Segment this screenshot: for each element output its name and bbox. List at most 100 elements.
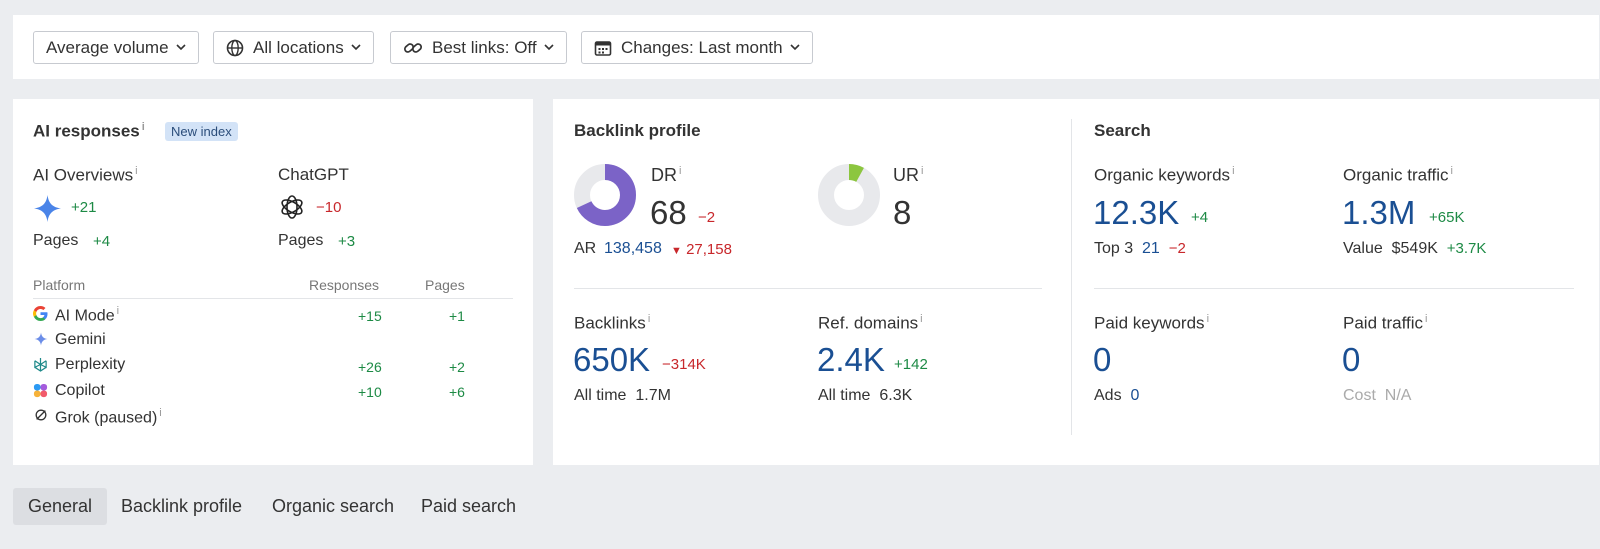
chevron-down-icon: [543, 44, 554, 51]
ai-overviews-sparkle-icon: [33, 194, 62, 228]
dr-change: −2: [698, 209, 716, 226]
dropdown-label: Average volume: [46, 37, 169, 57]
chevron-down-icon: [351, 44, 361, 51]
section-divider: [1071, 119, 1072, 435]
organic-traffic-value[interactable]: 1.3M: [1342, 194, 1416, 231]
tab-organic-search[interactable]: Organic search: [272, 496, 395, 516]
dropdown-label: Best links: Off: [432, 37, 537, 57]
backlinks-change: −314K: [662, 356, 706, 373]
info-icon[interactable]: i: [1425, 313, 1428, 325]
ur-donut-chart: [818, 164, 880, 226]
chatgpt-label: ChatGPT: [278, 165, 349, 184]
gemini-icon: [34, 332, 48, 351]
google-icon: [33, 306, 48, 326]
ai-overviews-pages-label: Pages: [33, 232, 79, 249]
dropdown-label: Changes: Last month: [621, 37, 783, 57]
info-icon[interactable]: i: [1206, 313, 1210, 325]
ur-donut-fill: [818, 164, 880, 226]
pages-header: Pages: [425, 277, 465, 293]
table-divider: [33, 298, 513, 299]
chevron-down-icon: [790, 44, 800, 51]
ref-domains-value[interactable]: 2.4K: [817, 341, 885, 378]
ai-overviews-change: +21: [71, 199, 97, 216]
tab-backlink-profile[interactable]: Backlink profile: [121, 496, 243, 516]
dr-donut-fill: [574, 164, 636, 226]
ar-label: AR: [574, 240, 597, 257]
organic-traffic-change: +65K: [1429, 209, 1465, 226]
info-icon[interactable]: i: [135, 165, 138, 177]
ai-overviews-label: AI Overviews i: [33, 165, 138, 185]
ai-responses-title: AI responses i: [33, 121, 145, 141]
row-responses: +10: [358, 384, 382, 400]
locations-dropdown[interactable]: All locations: [213, 31, 374, 64]
ar-value: 138,458: [604, 240, 662, 257]
best-links-dropdown[interactable]: Best links: Off: [390, 31, 567, 64]
ref-domains-alltime: All time 6.3K: [818, 387, 913, 404]
search-title: Search: [1094, 121, 1151, 140]
row-responses: +26: [358, 359, 382, 375]
dr-label: DR i: [651, 165, 682, 185]
info-icon[interactable]: i: [159, 407, 162, 419]
table-row: AI Mode i: [55, 305, 120, 325]
copilot-icon: [33, 383, 48, 403]
chatgpt-change: −10: [316, 199, 342, 216]
table-row: Copilot: [55, 382, 105, 399]
traffic-value-row: Value $549K +3.7K: [1343, 240, 1487, 257]
row-pages: +6: [449, 384, 465, 400]
info-icon[interactable]: i: [1450, 165, 1453, 177]
platform-header: Platform: [33, 277, 86, 293]
info-icon[interactable]: i: [141, 121, 145, 133]
paid-keywords-value[interactable]: 0: [1093, 341, 1112, 378]
paid-traffic-label: Paid traffic i: [1343, 313, 1428, 333]
paid-keywords-label: Paid keywords i: [1094, 313, 1210, 333]
info-icon[interactable]: i: [679, 165, 682, 177]
perplexity-icon: [33, 357, 48, 377]
ref-domains-change: +142: [894, 356, 928, 373]
backlink-profile-title: Backlink profile: [574, 121, 701, 140]
info-icon[interactable]: i: [921, 165, 924, 177]
organic-keywords-value[interactable]: 12.3K: [1093, 194, 1180, 231]
link-icon: [403, 39, 423, 57]
caret-down-icon: ▼: [671, 245, 682, 257]
tab-paid-search[interactable]: Paid search: [421, 496, 517, 516]
cost-row: Cost N/A: [1343, 387, 1412, 404]
chatgpt-pages-change: +3: [338, 233, 356, 250]
average-volume-dropdown[interactable]: Average volume: [33, 31, 199, 64]
changes-dropdown[interactable]: Changes: Last month: [581, 31, 813, 64]
ai-overviews-pages-change: +4: [93, 233, 111, 250]
backlink-divider: [574, 288, 1042, 289]
ai-responses-card: AI responses i New index AI Overviews i +2…: [13, 99, 533, 465]
row-pages: +1: [449, 308, 465, 324]
ar-change: ▼ 27,158: [671, 241, 732, 258]
top3-row: Top 3 21 −2: [1094, 240, 1186, 257]
backlinks-value[interactable]: 650K: [573, 341, 651, 378]
table-row: Grok (paused) i: [55, 407, 162, 427]
backlinks-label: Backlinks i: [574, 313, 651, 333]
organic-traffic-label: Organic traffic i: [1343, 165, 1453, 185]
organic-keywords-label: Organic keywords i: [1094, 165, 1235, 185]
grok-icon: [34, 408, 48, 427]
responses-header: Responses: [309, 277, 380, 293]
ur-label: UR i: [893, 165, 924, 185]
chatgpt-pages-label: Pages: [278, 232, 324, 249]
calendar-icon: [594, 39, 612, 57]
overview-card: Backlink profile DR i 68 −2 AR 138,458 ▼ …: [553, 99, 1599, 465]
dropdown-label: All locations: [253, 37, 344, 57]
info-icon[interactable]: i: [920, 313, 923, 325]
new-index-badge: New index: [165, 122, 238, 141]
table-row: Perplexity: [55, 356, 126, 373]
dr-donut-chart: [574, 164, 636, 226]
info-icon[interactable]: i: [647, 313, 651, 325]
ur-value: 8: [893, 194, 912, 231]
paid-traffic-value[interactable]: 0: [1342, 341, 1361, 378]
row-pages: +2: [449, 359, 465, 375]
globe-icon: [226, 39, 244, 57]
row-responses: +15: [358, 308, 382, 324]
chevron-down-icon: [175, 44, 186, 51]
tab-general[interactable]: General: [13, 488, 108, 525]
info-icon[interactable]: i: [116, 305, 120, 317]
info-icon[interactable]: i: [1232, 165, 1235, 177]
search-divider: [1094, 288, 1574, 289]
dr-value: 68: [650, 194, 687, 231]
backlinks-alltime: All time 1.7M: [574, 387, 671, 404]
